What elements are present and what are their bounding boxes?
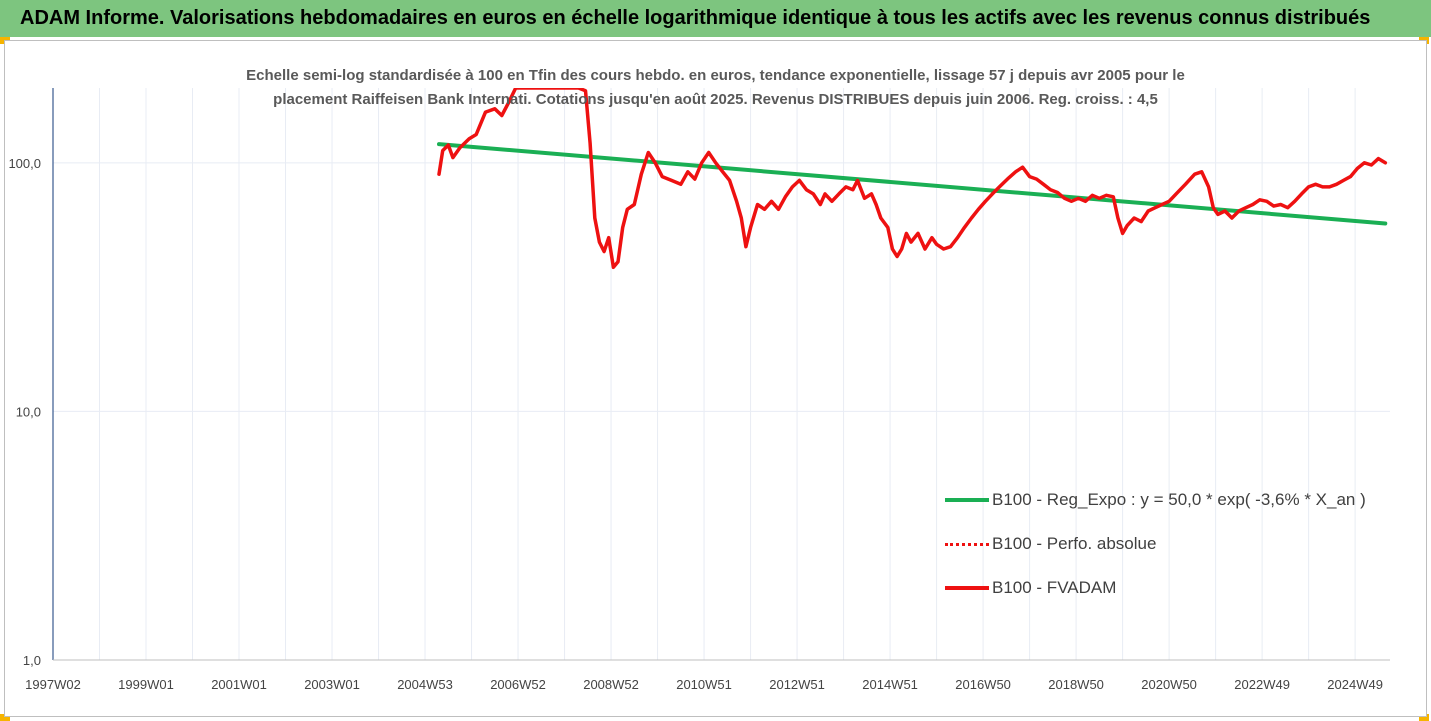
legend-label-perfo: B100 - Perfo. absolue — [992, 534, 1157, 553]
x-tick-label: 1999W01 — [118, 677, 174, 692]
x-tick-label: 2014W51 — [862, 677, 918, 692]
x-tick-label: 2012W51 — [769, 677, 825, 692]
x-tick-label: 2001W01 — [211, 677, 267, 692]
x-tick-label: 1997W02 — [25, 677, 81, 692]
chart-subtitle-line1: Echelle semi-log standardisée à 100 en T… — [246, 67, 1185, 84]
legend-item-fvadam: B100 - FVADAM — [945, 566, 1405, 610]
corner-accent — [0, 714, 10, 721]
fvadam-line — [437, 88, 1388, 270]
legend-swatch-perfo — [945, 542, 989, 546]
y-tick-label: 1,0 — [23, 653, 41, 668]
x-tick-label: 2016W50 — [955, 677, 1011, 692]
report-title: ADAM Informe. Valorisations hebdomadaire… — [20, 7, 1371, 29]
series — [437, 88, 1388, 270]
x-tick-label: 2018W50 — [1048, 677, 1104, 692]
legend-item-perfo: B100 - Perfo. absolue — [945, 522, 1405, 566]
chart-subtitle: Echelle semi-log standardisée à 100 en T… — [0, 64, 1431, 112]
legend-label-fvadam: B100 - FVADAM — [992, 578, 1117, 597]
x-tick-label: 2003W01 — [304, 677, 360, 692]
y-tick-label: 10,0 — [16, 404, 41, 419]
x-tick-label: 2008W52 — [583, 677, 639, 692]
legend-swatch-regression — [945, 498, 989, 502]
chart-subtitle-line2: placement Raiffeisen Bank Internati. Cot… — [273, 91, 1158, 108]
legend-swatch-fvadam — [945, 586, 989, 590]
chart-panel — [4, 40, 1427, 717]
x-tick-label: 2024W49 — [1327, 677, 1383, 692]
x-tick-label: 2010W51 — [676, 677, 732, 692]
regression-line — [437, 142, 1388, 226]
legend-item-regression: B100 - Reg_Expo : y = 50,0 * exp( -3,6% … — [945, 478, 1405, 522]
y-tick-label: 100,0 — [8, 156, 41, 171]
chart-legend: B100 - Reg_Expo : y = 50,0 * exp( -3,6% … — [945, 478, 1405, 610]
x-tick-label: 2020W50 — [1141, 677, 1197, 692]
report-title-bar: ADAM Informe. Valorisations hebdomadaire… — [0, 0, 1431, 37]
corner-accent — [1419, 714, 1429, 721]
x-tick-label: 2004W53 — [397, 677, 453, 692]
legend-label-regression: B100 - Reg_Expo : y = 50,0 * exp( -3,6% … — [992, 490, 1366, 509]
x-tick-label: 2006W52 — [490, 677, 546, 692]
x-tick-label: 2022W49 — [1234, 677, 1290, 692]
tick-labels: 100,0 10,0 1,0 1997W02 1999W01 2001W01 2003W01… — [8, 156, 1382, 692]
axes — [52, 88, 1390, 661]
